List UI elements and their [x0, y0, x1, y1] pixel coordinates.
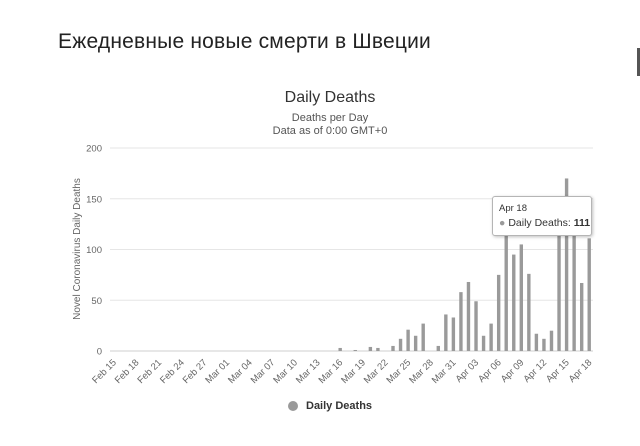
bar-mar-27[interactable] — [421, 323, 425, 351]
bar-series — [338, 178, 591, 351]
bar-apr-16[interactable] — [572, 235, 576, 351]
y-axis-label: Novel Coronavirus Daily Deaths — [72, 178, 83, 320]
bar-mar-21[interactable] — [376, 347, 380, 351]
x-tick-label: Apr 18 — [567, 357, 595, 385]
x-tick-label: Mar 25 — [385, 357, 414, 386]
y-tick-label: 200 — [86, 144, 102, 155]
bar-mar-20[interactable] — [368, 346, 373, 351]
x-tick-label: Feb 24 — [158, 357, 187, 386]
x-tick-label: Mar 28 — [407, 357, 436, 386]
legend-dot-icon — [288, 401, 298, 411]
y-tick-label: 100 — [86, 245, 102, 256]
chart-title: Daily Deaths — [284, 89, 376, 106]
bar-apr-06[interactable] — [496, 274, 501, 351]
bar-apr-07[interactable] — [504, 235, 508, 351]
y-axis-ticks: 0 50 100 150 200 — [86, 144, 102, 358]
y-tick-label: 0 — [97, 347, 102, 358]
x-tick-label: Mar 01 — [203, 357, 232, 386]
bar-apr-09[interactable] — [519, 244, 524, 351]
bar-apr-04[interactable] — [481, 335, 486, 351]
x-tick-label: Feb 27 — [181, 357, 210, 386]
bar-mar-26[interactable] — [413, 335, 418, 351]
x-tick-label: Apr 15 — [544, 357, 572, 385]
x-tick-label: Apr 12 — [521, 357, 549, 385]
bar-mar-29[interactable] — [436, 345, 440, 351]
bar-apr-13[interactable] — [549, 330, 554, 351]
legend-label: Daily Deaths — [306, 400, 373, 412]
bar-mar-25[interactable] — [406, 329, 410, 351]
bar-apr-17[interactable] — [579, 282, 584, 351]
x-tick-label: Mar 22 — [362, 357, 391, 386]
bar-apr-03[interactable] — [474, 301, 478, 351]
bar-mar-23[interactable] — [391, 345, 395, 351]
tooltip-value: 111 — [573, 217, 591, 229]
x-tick-label: Feb 21 — [135, 357, 164, 386]
x-tick-label: Mar 04 — [226, 357, 255, 386]
scroll-edge-indicator — [637, 48, 640, 76]
x-tick-label: Feb 15 — [90, 357, 119, 386]
y-tick-label: 150 — [86, 194, 102, 205]
page-title: Ежедневные новые смерти в Швеции — [58, 30, 431, 53]
bar-apr-11[interactable] — [534, 333, 539, 351]
x-tick-label: Feb 18 — [113, 357, 142, 386]
bar-mar-30[interactable] — [444, 314, 448, 351]
x-tick-label: Mar 13 — [294, 357, 323, 386]
bar-mar-24[interactable] — [398, 338, 403, 351]
chart-subtitle: Deaths per Day — [291, 112, 369, 124]
bar-apr-12[interactable] — [542, 338, 546, 351]
hover-tooltip: Apr 18 ● Daily Deaths: 111 — [492, 196, 592, 236]
tooltip-series-dot-icon: ● — [499, 217, 506, 229]
bar-mar-31[interactable] — [451, 317, 456, 351]
bar-apr-02[interactable] — [466, 281, 471, 351]
x-tick-label: Mar 31 — [430, 357, 459, 386]
x-tick-label: Mar 07 — [249, 357, 278, 386]
bar-apr-01[interactable] — [459, 292, 463, 351]
bar-apr-14[interactable] — [557, 235, 561, 351]
bar-apr-08[interactable] — [512, 254, 516, 351]
x-tick-label: Mar 10 — [271, 357, 300, 386]
y-tick-label: 50 — [91, 296, 102, 307]
bar-apr-18[interactable] — [587, 238, 591, 351]
tooltip-date: Apr 18 — [499, 203, 527, 214]
bar-mar-16[interactable] — [338, 347, 342, 351]
bar-apr-05[interactable] — [489, 323, 493, 351]
bar-apr-15[interactable] — [564, 178, 569, 351]
x-tick-label: Apr 09 — [499, 357, 527, 385]
x-tick-label: Mar 19 — [339, 357, 368, 386]
bar-mar-18[interactable] — [353, 349, 357, 351]
x-tick-label: Mar 16 — [317, 357, 346, 386]
chart-data-date: Data as of 0:00 GMT+0 — [272, 125, 388, 137]
tooltip-row: ● Daily Deaths: 111 — [499, 217, 590, 229]
x-tick-label: Apr 03 — [454, 357, 482, 385]
x-tick-label: Apr 06 — [476, 357, 504, 385]
tooltip-label: Daily Deaths: — [508, 217, 571, 229]
legend-item-daily-deaths[interactable]: Daily Deaths — [288, 400, 372, 412]
bar-apr-10[interactable] — [527, 273, 531, 351]
